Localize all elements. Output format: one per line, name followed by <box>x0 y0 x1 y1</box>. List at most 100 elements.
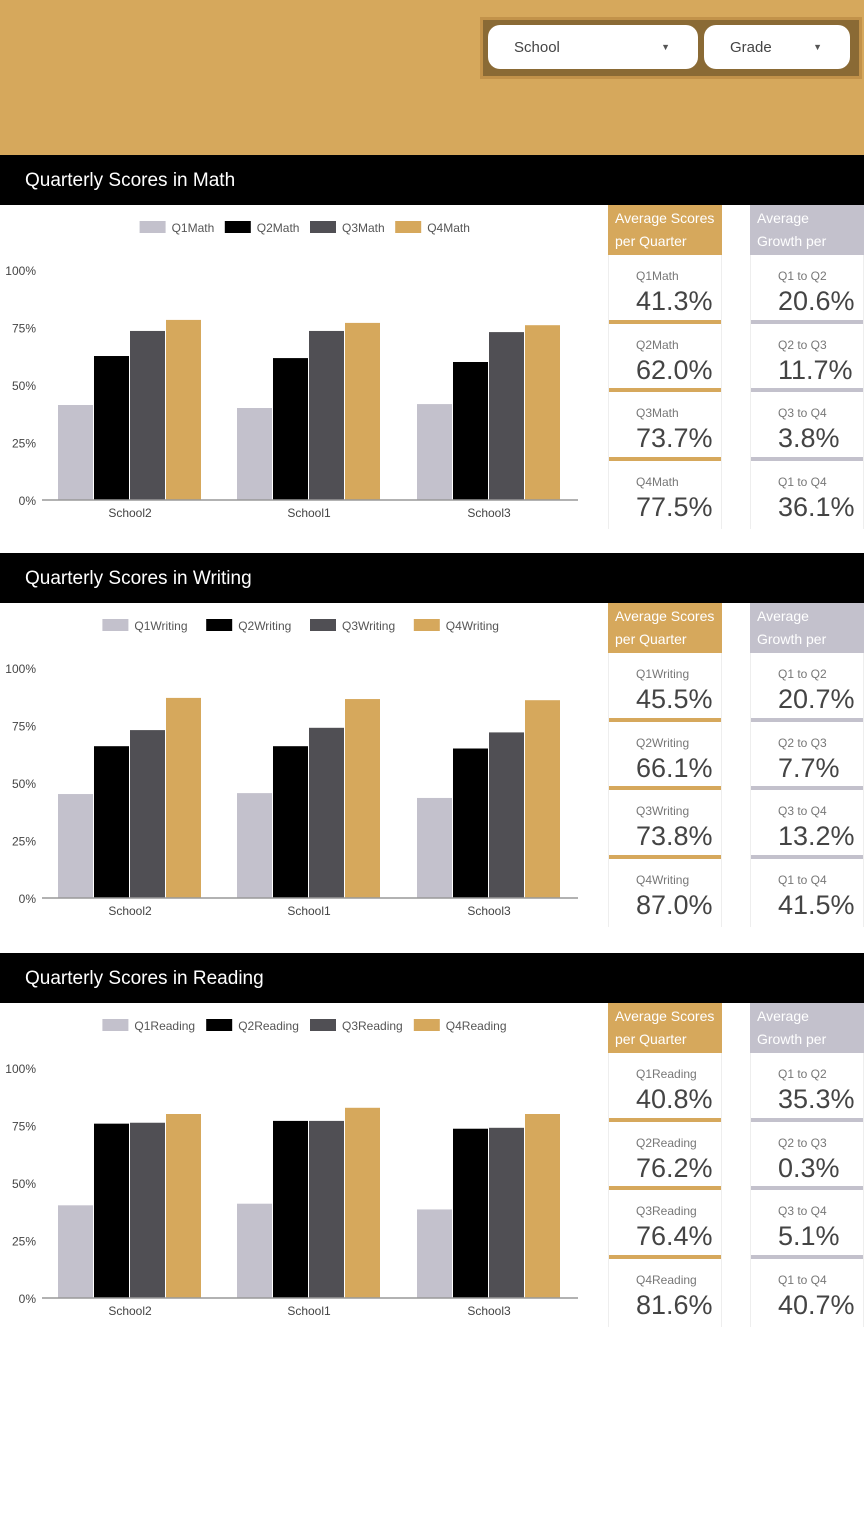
legend-swatch <box>139 221 166 233</box>
scorecard: Q1Writing 45.5% <box>608 653 722 722</box>
scorecard-label: Q1Writing <box>636 667 690 681</box>
scorecard-value: 3.8% <box>778 423 840 453</box>
scores-cards-header: Average Scores per Quarter <box>608 1003 722 1053</box>
scorecard-value: 41.3% <box>636 286 713 316</box>
growth-cards: Average Growth per Quarter Q1 to Q2 35.3% Q… <box>750 1003 864 1327</box>
caret-down-icon: ▼ <box>813 42 822 52</box>
y-tick-label: 0% <box>19 494 37 508</box>
legend-swatch <box>413 619 440 631</box>
divider <box>609 1254 721 1259</box>
grade-dropdown[interactable]: Grade ▼ <box>704 25 850 69</box>
x-tick-label: School3 <box>467 506 511 520</box>
bar-Q2Reading-School1 <box>273 1120 308 1298</box>
legend-label: Q1Writing <box>134 619 187 633</box>
bar-chart: Q1Writing Q2Writing Q3Writing Q4Writing 0% 25… <box>5 619 578 918</box>
growth-cards-header: Average Growth per Quarter <box>750 205 864 272</box>
scorecard: Q4Math 77.5% <box>608 460 722 529</box>
y-tick-label: 50% <box>12 777 36 791</box>
scorecard-value: 76.2% <box>636 1152 713 1183</box>
bar-Q4Math-School3 <box>525 325 560 500</box>
scorecard: Q3Writing 73.8% <box>608 790 722 859</box>
bar-Q3Writing-School2 <box>130 730 165 898</box>
bar-Q3Writing-School3 <box>489 732 524 898</box>
legend-swatch <box>395 221 422 233</box>
scorecard-label: Q1 to Q4 <box>778 474 827 489</box>
x-tick-label: School1 <box>287 904 331 918</box>
scorecard: Q1Reading 40.8% <box>608 1053 722 1122</box>
scorecard-label: Q1 to Q2 <box>778 1067 827 1081</box>
divider <box>609 456 721 461</box>
y-tick-label: 0% <box>19 892 37 906</box>
scorecard-value: 45.5% <box>636 684 713 714</box>
scorecard: Q2Math 62.0% <box>608 323 722 392</box>
scorecard: Q3Math 73.7% <box>608 392 722 461</box>
y-tick-label: 25% <box>12 1235 36 1249</box>
bar-Q3Math-School2 <box>130 330 165 500</box>
scorecard-label: Q1Math <box>636 269 679 283</box>
scores-cards: Average Scores per Quarter Q1Writing 45.5%… <box>608 603 722 927</box>
section-1: Quarterly Scores in Writing Q1Writing Q2W… <box>0 553 864 927</box>
scorecard-value: 66.1% <box>636 752 713 783</box>
bar-Q3Math-School1 <box>309 330 344 500</box>
scorecard-label: Q2Math <box>636 337 679 352</box>
y-tick-label: 50% <box>12 1177 36 1191</box>
growth-cards: Average Growth per Quarter Q1 to Q2 20.6% Q… <box>750 205 864 529</box>
caret-down-icon: ▼ <box>661 42 670 52</box>
section-title: Quarterly Scores in Math <box>0 155 864 205</box>
legend-label: Q4Writing <box>446 619 499 633</box>
growth-cards-header: Average Growth per Quarter <box>750 603 864 670</box>
scorecard-label: Q3Math <box>636 406 679 420</box>
bar-Q1Reading-School2 <box>58 1205 93 1298</box>
scorecard-label: Q3Reading <box>636 1204 697 1218</box>
x-tick-label: School3 <box>467 904 511 918</box>
scorecard-label: Q2Writing <box>636 735 690 750</box>
scorecard: Q1 to Q4 41.5% <box>750 858 864 927</box>
legend-label: Q3Math <box>342 221 385 235</box>
y-tick-label: 50% <box>12 379 36 393</box>
legend-swatch <box>413 1019 440 1031</box>
scorecard: Q1 to Q4 36.1% <box>750 460 864 529</box>
bar-Q4Math-School2 <box>166 319 201 500</box>
divider <box>751 1254 863 1259</box>
scorecard: Q1Math 41.3% <box>608 255 722 324</box>
divider <box>609 319 721 324</box>
scorecard-value: 13.2% <box>778 821 855 851</box>
scorecard-label: Q2Reading <box>636 1135 697 1150</box>
bar-Q4Writing-School2 <box>166 697 201 898</box>
legend-swatch <box>224 221 251 233</box>
school-dropdown-label: School <box>514 38 560 56</box>
bar-Q3Writing-School1 <box>309 727 344 898</box>
section-2: Quarterly Scores in Reading Q1Reading Q2R… <box>0 953 864 1327</box>
divider <box>751 1186 863 1190</box>
divider <box>751 388 863 392</box>
school-dropdown[interactable]: School ▼ <box>488 25 698 69</box>
scorecard-value: 87.0% <box>636 889 713 920</box>
scorecard-label: Q1 to Q4 <box>778 872 827 887</box>
scorecard-value: 40.7% <box>778 1289 855 1320</box>
bar-Q2Math-School1 <box>273 358 308 500</box>
scorecard: Q1 to Q2 35.3% <box>750 1053 864 1122</box>
legend-swatch <box>102 1019 129 1031</box>
scorecard: Q2Writing 66.1% <box>608 721 722 790</box>
scorecard-value: 81.6% <box>636 1289 713 1320</box>
legend-swatch <box>310 1019 336 1031</box>
y-tick-label: 25% <box>12 437 36 451</box>
bar-Q2Writing-School2 <box>94 746 129 898</box>
scorecard-value: 41.5% <box>778 889 855 920</box>
scorecard-value: 20.6% <box>778 286 855 316</box>
scorecard-label: Q3Writing <box>636 804 690 818</box>
section-title: Quarterly Scores in Writing <box>0 553 864 603</box>
y-tick-label: 75% <box>12 322 36 336</box>
x-tick-label: School3 <box>467 1304 511 1318</box>
scorecard: Q3Reading 76.4% <box>608 1190 722 1259</box>
scorecard-value: 0.3% <box>778 1152 840 1183</box>
divider <box>609 786 721 790</box>
divider <box>751 854 863 859</box>
bar-Q4Writing-School3 <box>525 700 560 898</box>
scorecard-label: Q2 to Q3 <box>778 1135 827 1150</box>
legend-label: Q3Writing <box>342 619 395 633</box>
scorecard-label: Q3 to Q4 <box>778 804 827 818</box>
scorecard-label: Q3 to Q4 <box>778 1204 827 1218</box>
grade-dropdown-label: Grade <box>730 38 772 56</box>
bar-Q2Reading-School3 <box>453 1128 488 1298</box>
